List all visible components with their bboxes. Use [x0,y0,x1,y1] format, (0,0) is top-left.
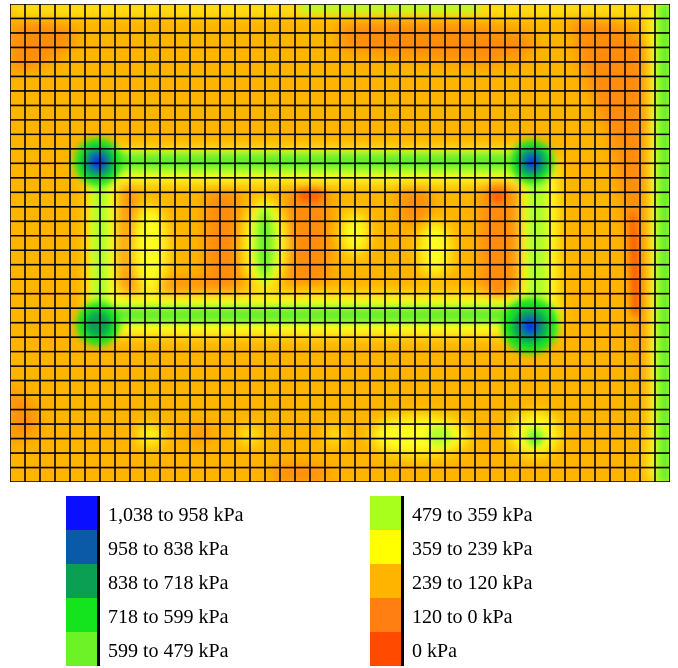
legend-label: 838 to 718 kPa [108,572,229,594]
legend-swatch [66,530,100,564]
legend-label: 120 to 0 kPa [412,606,513,628]
pressure-contour-plot [10,4,670,482]
legend-label: 479 to 359 kPa [412,504,533,526]
legend-label: 958 to 838 kPa [108,538,229,560]
legend-swatch [370,496,404,530]
legend-label: 0 kPa [412,640,457,662]
legend-swatch [370,598,404,632]
legend-swatch [66,496,100,530]
legend-label: 239 to 120 kPa [412,572,533,594]
legend-swatch [66,564,100,598]
legend-swatch [66,632,100,666]
legend-swatch [370,530,404,564]
legend-swatch [66,598,100,632]
legend-label: 1,038 to 958 kPa [108,504,244,526]
legend-label: 599 to 479 kPa [108,640,229,662]
legend-label: 718 to 599 kPa [108,606,229,628]
legend-swatch [370,632,404,666]
legend-label: 359 to 239 kPa [412,538,533,560]
legend-swatch [370,564,404,598]
